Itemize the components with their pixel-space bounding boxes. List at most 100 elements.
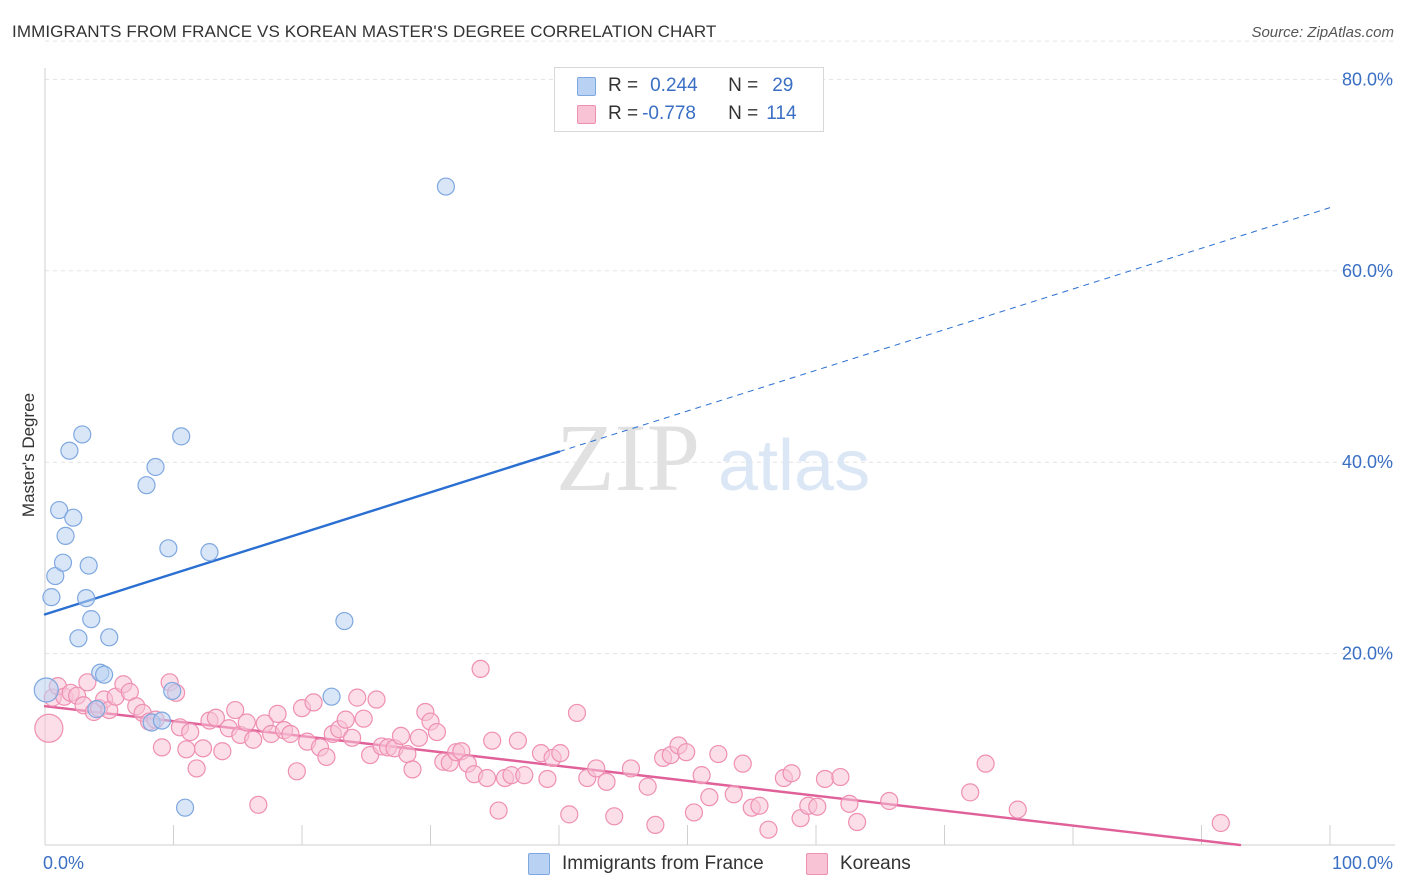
france-point (73, 425, 92, 444)
legend-swatch-france (577, 76, 596, 96)
korean-point (398, 744, 417, 764)
legend-r-value: 0.244 (650, 75, 698, 96)
legend-row-france: R = 0.244 N = 29 (577, 74, 793, 98)
korean-point (489, 801, 508, 820)
korean-point (317, 747, 336, 767)
korean-point (700, 788, 719, 807)
korean-point (471, 659, 490, 679)
france-trend-line (43, 450, 561, 616)
korean-point (848, 812, 867, 832)
france-point (322, 687, 341, 706)
y-tick-label: 20.0% (1342, 644, 1393, 664)
korean-point (587, 759, 606, 778)
korean-point (638, 777, 657, 796)
france-point (69, 629, 88, 648)
x-tick-label: 0.0% (43, 853, 84, 873)
legend-r-label: R = (608, 75, 639, 96)
korean-point (187, 759, 206, 778)
y-axis-label: Master's Degree (19, 393, 38, 517)
france-point (152, 711, 172, 730)
korean-point (244, 730, 263, 749)
axes (44, 68, 1395, 846)
korean-point (1008, 800, 1027, 819)
korean-point (268, 704, 287, 723)
korean-point (343, 728, 362, 747)
y-tick-label: 80.0% (1342, 69, 1393, 89)
korean-point (409, 728, 429, 747)
korean-point (213, 742, 232, 761)
korean-point (78, 673, 97, 692)
korean-point (724, 785, 743, 804)
france-point (146, 457, 165, 477)
france-point (100, 628, 119, 647)
korean-point (508, 731, 527, 750)
korean-point (684, 803, 704, 822)
france-point (60, 441, 79, 460)
korean-point (249, 795, 268, 814)
france-point (53, 553, 73, 572)
bottom-legend-koreans-label: Koreans (840, 853, 911, 874)
france-point (33, 677, 59, 703)
y-tick-label: 60.0% (1342, 261, 1393, 281)
korean-point (840, 794, 859, 813)
korean-point (34, 713, 64, 743)
tick-labels: 20.0% 40.0% 60.0% 80.0% 0.0% 100.0% (43, 69, 1393, 873)
legend-n-value: 29 (772, 75, 794, 96)
legend-r-value: -0.778 (642, 103, 696, 124)
watermark-zip: ZIP (556, 404, 700, 511)
legend-n-label: N = (728, 75, 759, 96)
korean-point (831, 767, 850, 787)
korean-point (477, 768, 497, 788)
france-point (436, 177, 456, 196)
korean-point (815, 769, 835, 789)
korean-point (226, 700, 245, 720)
korean-point (403, 760, 422, 779)
bottom-swatch-france (528, 853, 550, 875)
france-point (77, 588, 96, 608)
korean-point (348, 688, 367, 707)
grid-lines (45, 40, 1395, 655)
legend-row-koreans: R = -0.778 N = 114 (577, 102, 797, 126)
korean-point (560, 805, 579, 824)
france-point (175, 798, 195, 817)
france-point (87, 700, 106, 719)
korean-point (677, 743, 696, 762)
bottom-legend-france: Immigrants from France (528, 851, 764, 877)
correlation-legend: R = 0.244 N = 29 R = -0.778 N = 114 (554, 67, 824, 132)
korean-point (567, 703, 587, 723)
france-point (79, 556, 98, 575)
korean-point (281, 724, 300, 744)
korean-point (538, 769, 557, 789)
x-tick-label: 100.0% (1332, 853, 1393, 873)
korean-point (646, 815, 665, 835)
france-trend-extension (558, 207, 1331, 453)
france-point (46, 566, 65, 586)
korean-point (367, 690, 386, 709)
korean-point (759, 820, 778, 839)
korean-point (287, 762, 306, 781)
korean-point (483, 731, 502, 750)
korean-point (709, 744, 728, 764)
bottom-legend-koreans: Koreans (806, 851, 911, 877)
watermark-atlas: atlas (718, 426, 870, 506)
korean-point (621, 759, 641, 778)
korean-point (880, 791, 899, 811)
korean-point (976, 754, 995, 773)
korean-point (181, 722, 200, 742)
legend-n-label: N = (728, 103, 759, 124)
watermark: ZIP atlas (556, 404, 870, 511)
chart-title: IMMIGRANTS FROM FRANCE VS KOREAN MASTER'… (12, 22, 717, 41)
france-point (200, 543, 219, 562)
korean-point (782, 764, 801, 783)
france-point (56, 526, 75, 545)
korean-point (605, 807, 624, 826)
france-point (172, 427, 191, 446)
france-point (95, 665, 114, 684)
france-point (137, 476, 156, 495)
legend-swatch-koreans (577, 104, 596, 124)
korean-point (336, 710, 355, 729)
korean-point (551, 744, 570, 763)
france-point (42, 588, 61, 607)
korean-point (427, 722, 447, 742)
korean-point (692, 766, 711, 785)
